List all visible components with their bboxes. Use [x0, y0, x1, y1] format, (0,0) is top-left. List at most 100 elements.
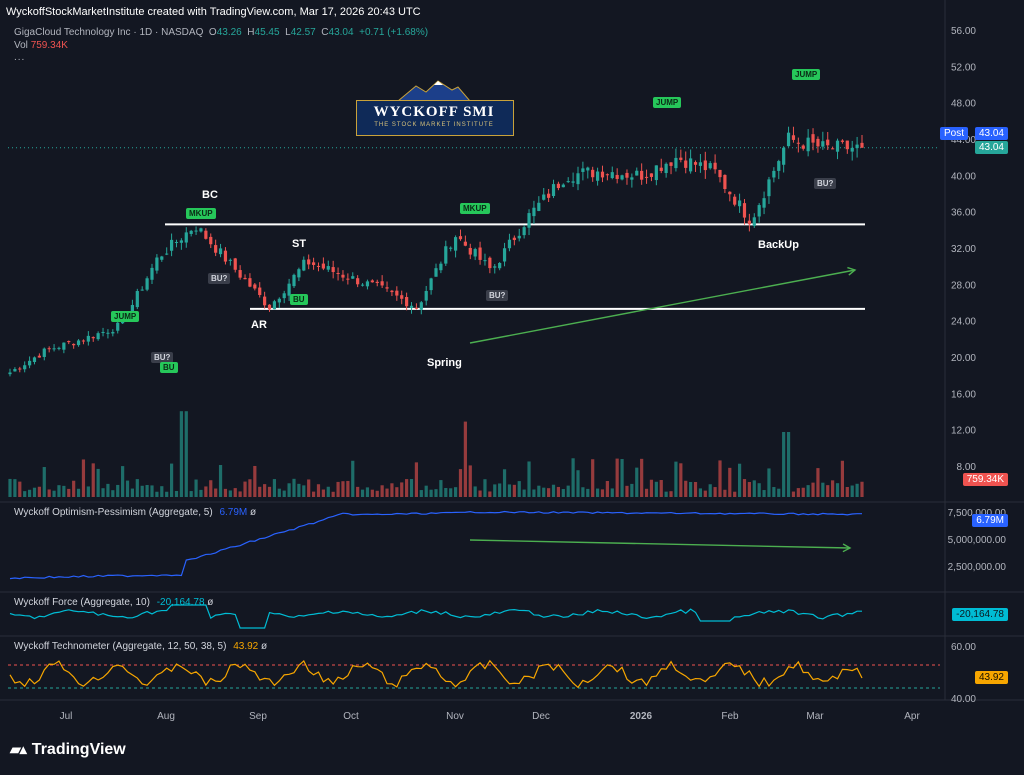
price-tick-label: 16.00	[951, 389, 976, 400]
candle-body	[32, 357, 37, 363]
force-tag: -20,164.78	[952, 608, 1008, 621]
volume-bar	[796, 488, 800, 497]
force-legend[interactable]: Wyckoff Force (Aggregate, 10) -20,164.78…	[14, 597, 213, 608]
event-marker-jump[interactable]: JUMP	[111, 311, 140, 322]
candle-body	[311, 262, 316, 265]
volume-bar	[644, 488, 649, 497]
candle-body	[370, 280, 374, 283]
candle-body	[782, 147, 786, 165]
candle-body	[253, 284, 257, 289]
candle-body	[659, 167, 663, 171]
event-marker-bu-question[interactable]: BU?	[151, 352, 174, 363]
event-marker-bu[interactable]: BU	[160, 362, 178, 373]
volume-bar	[845, 486, 849, 497]
candle-body	[47, 348, 51, 350]
volume-bar	[96, 468, 100, 497]
candle-body	[165, 253, 169, 255]
volume-bar	[390, 483, 394, 497]
event-marker-jump[interactable]: JUMP	[653, 97, 682, 108]
optimism-arrow-head	[842, 543, 852, 553]
post-price-tag: 43.04	[974, 127, 1008, 140]
more-icon[interactable]: ...	[14, 52, 26, 63]
volume-bar	[160, 486, 164, 497]
optimism-pessimism-legend[interactable]: Wyckoff Optimism-Pessimism (Aggregate, 5…	[14, 507, 256, 518]
volume-bar	[561, 489, 565, 497]
candle-body	[772, 170, 776, 178]
volume-bar	[238, 491, 242, 497]
time-axis[interactable]: Jul Aug Sep Oct Nov Dec 2026 Feb Mar Apr	[60, 711, 921, 722]
event-marker-bu-question[interactable]: BU?	[208, 273, 231, 284]
eye-icon[interactable]: ø	[207, 597, 214, 608]
volume-bar	[106, 483, 110, 497]
candle-body	[238, 270, 242, 278]
volume-bar	[346, 480, 350, 497]
event-marker-mkup[interactable]: MKUP	[460, 203, 490, 214]
volume-bar	[537, 485, 541, 497]
time-tick-label: Nov	[446, 711, 464, 722]
volume-bar	[32, 487, 37, 497]
volume-tag-value: 759.34K	[966, 474, 1004, 485]
volume-bar	[737, 463, 742, 497]
volume-bar	[130, 488, 135, 497]
technometer-tick-label: 40.00	[951, 694, 976, 705]
price-axis[interactable]: 56.00 52.00 48.00 44.00 40.00 36.00 32.00 28.00…	[948, 26, 1007, 705]
candle-body	[728, 191, 732, 195]
candle-body	[174, 242, 179, 244]
volume-bar	[713, 487, 717, 497]
volume-bar	[615, 458, 619, 497]
event-marker-bu[interactable]: BU	[290, 294, 308, 305]
time-tick-label: Dec	[532, 711, 550, 722]
candle-body	[135, 291, 139, 308]
force-tag-value: -20,164.78	[956, 609, 1004, 620]
symbol-name: GigaCloud Technology Inc · 1D · NASDAQ	[14, 27, 204, 38]
technometer-legend[interactable]: Wyckoff Technometer (Aggregate, 12, 50, …	[14, 641, 267, 652]
volume-bar	[507, 484, 512, 497]
candle-body	[419, 302, 423, 310]
volume-bar	[831, 480, 835, 497]
candle-body	[566, 181, 570, 183]
candle-body	[752, 217, 756, 226]
candle-body	[571, 181, 575, 183]
volume-legend[interactable]: Vol 759.34K	[14, 40, 68, 51]
candle-body	[733, 196, 737, 205]
tradingview-logo[interactable]: ▰▴ TradingView	[10, 741, 126, 759]
volume-bar	[179, 411, 183, 497]
event-marker-jump[interactable]: JUMP	[792, 69, 821, 80]
candle-body	[498, 263, 502, 269]
wyckoff-smi-logo: WYCKOFF SMI THE STOCK MARKET INSTITUTE	[356, 78, 514, 136]
candle-body	[145, 278, 149, 290]
indicator-lines	[8, 510, 940, 689]
force-line	[9, 604, 863, 629]
volume-bar	[101, 488, 105, 497]
symbol-legend[interactable]: GigaCloud Technology Inc · 1D · NASDAQ O…	[14, 27, 428, 38]
candle-body	[91, 337, 95, 339]
volume-bar	[243, 481, 247, 497]
volume-bar	[512, 484, 516, 497]
volume-bar	[439, 480, 443, 497]
event-marker-mkup[interactable]: MKUP	[186, 208, 216, 219]
volume-bar	[473, 486, 477, 497]
volume-bar	[67, 488, 71, 497]
candle-body	[336, 273, 340, 275]
eye-icon[interactable]: ø	[261, 641, 268, 652]
volume-bar	[331, 491, 335, 497]
close-value: 43.04	[328, 27, 354, 38]
volume-bar	[850, 485, 854, 497]
volume-bar	[42, 467, 46, 497]
candle-body	[169, 239, 174, 251]
candle-body	[409, 305, 414, 309]
price-candles	[8, 126, 864, 377]
price-tick-label: 12.00	[951, 426, 976, 437]
volume-bar	[125, 480, 130, 497]
price-tick-label: 8.00	[957, 462, 977, 473]
candle-body	[400, 295, 404, 299]
candle-body	[713, 162, 717, 170]
eye-icon[interactable]: ø	[250, 507, 257, 518]
volume-bar	[791, 491, 796, 497]
price-tick-label: 24.00	[951, 317, 976, 328]
candle-body	[150, 267, 154, 280]
candle-body	[414, 307, 419, 309]
event-marker-bu-question[interactable]: BU?	[814, 178, 837, 189]
event-marker-bu-question[interactable]: BU?	[486, 290, 509, 301]
